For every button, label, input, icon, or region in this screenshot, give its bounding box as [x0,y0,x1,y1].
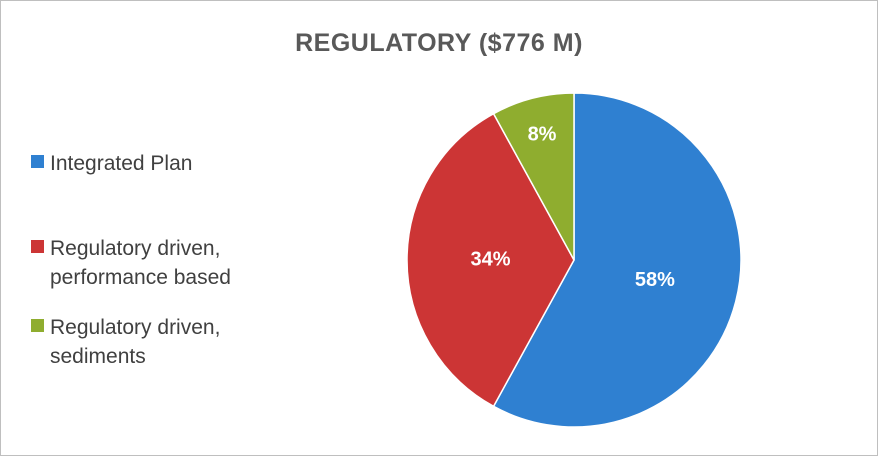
legend-label: Regulatory driven, performance based [50,237,231,289]
data-label: 58% [635,269,675,291]
legend-swatch [31,319,44,332]
data-label: 34% [470,248,510,270]
legend-item: Integrated Plan [31,149,291,178]
legend-label: Integrated Plan [50,152,193,175]
chart-title: REGULATORY ($776 M) [295,29,583,57]
data-label: 8% [528,124,557,146]
legend-item: Regulatory driven, sediments [31,313,291,371]
legend-swatch [31,240,44,253]
legend-swatch [31,155,44,168]
legend-item: Regulatory driven, performance based [31,234,291,292]
pie-slice [492,92,575,261]
pie-slice [492,92,742,428]
pie-slice [406,112,575,408]
legend-label: Regulatory driven, sediments [50,316,221,368]
